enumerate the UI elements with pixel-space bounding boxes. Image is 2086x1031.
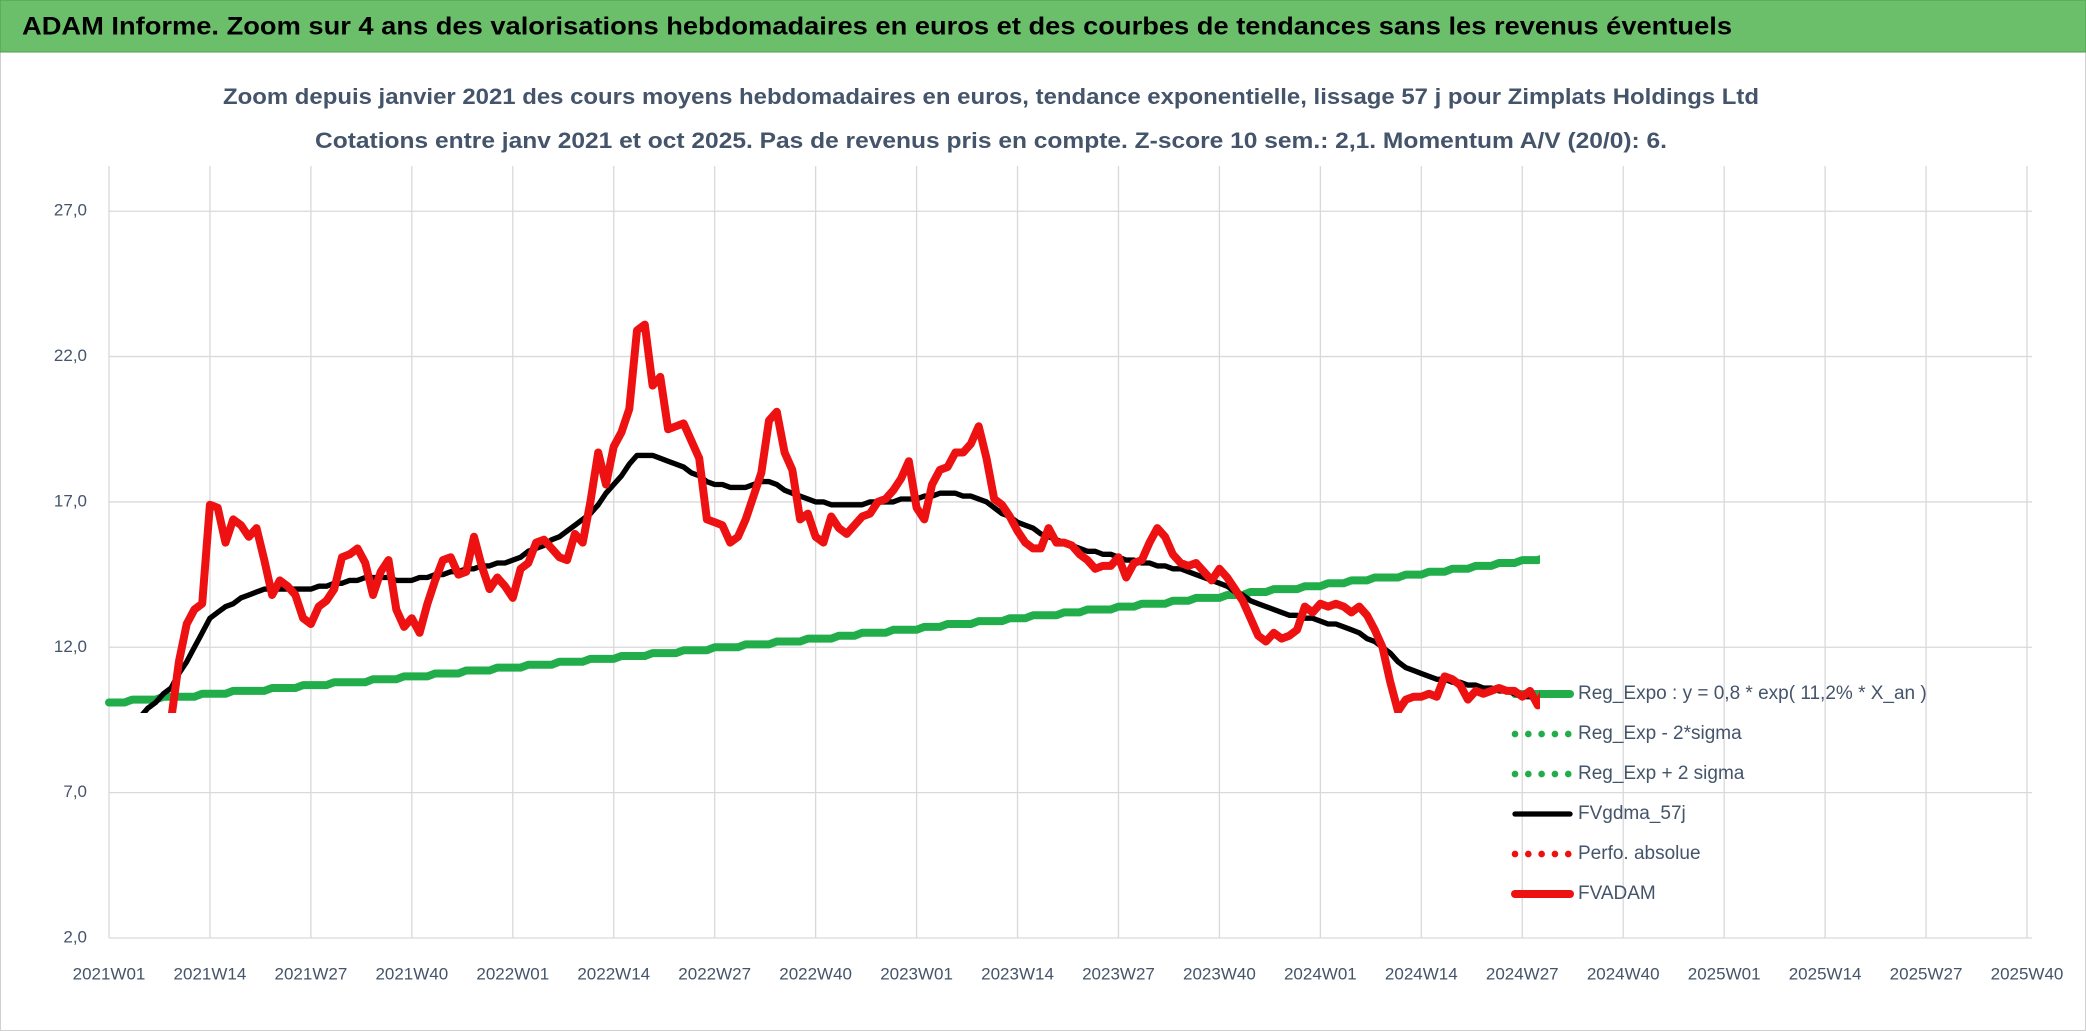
y-tick-label: 17,0	[54, 491, 87, 510]
x-tick-label: 2024W14	[1385, 964, 1458, 983]
x-tick-label: 2025W40	[1991, 964, 2064, 983]
x-tick-label: 2023W14	[981, 964, 1054, 983]
plot-area	[105, 320, 1540, 713]
x-tick-label: 2025W14	[1789, 964, 1862, 983]
series-line	[168, 320, 1540, 713]
x-tick-label: 2025W01	[1688, 964, 1761, 983]
legend-label: FVgdma_57j	[1578, 803, 1686, 824]
x-tick-label: 2025W27	[1890, 964, 1963, 983]
x-tick-label: 2024W01	[1284, 964, 1357, 983]
series-line	[105, 555, 1540, 707]
x-tick-label: 2024W27	[1486, 964, 1559, 983]
x-tick-label: 2023W40	[1183, 964, 1256, 983]
x-tick-label: 2021W14	[174, 964, 247, 983]
legend-label: FVADAM	[1578, 883, 1656, 904]
chart-subtitle: Zoom depuis janvier 2021 des cours moyen…	[223, 84, 1759, 109]
legend-label: Reg_Exp + 2 sigma	[1578, 763, 1745, 784]
chart-subtitle: Cotations entre janv 2021 et oct 2025. P…	[315, 128, 1667, 153]
y-tick-label: 2,0	[63, 927, 87, 946]
x-tick-label: 2024W40	[1587, 964, 1660, 983]
x-tick-label: 2021W01	[73, 964, 146, 983]
legend: Reg_Expo : y = 0,8 * exp( 11,2% * X_an )…	[1511, 683, 1927, 904]
grid: 2,0 7,0 12,0 17,0 22,0 27,0 2021W01 2021W14 2021…	[54, 166, 2063, 983]
title-banner	[0, 0, 2086, 53]
chart-title: ADAM Informe. Zoom sur 4 ans des valoris…	[22, 13, 1732, 41]
y-tick-label: 7,0	[63, 782, 87, 801]
legend-label: Reg_Expo : y = 0,8 * exp( 11,2% * X_an )	[1578, 683, 1927, 704]
y-tick-label: 27,0	[54, 201, 87, 220]
x-tick-label: 2023W27	[1082, 964, 1155, 983]
x-tick-label: 2022W27	[678, 964, 751, 983]
x-tick-label: 2022W01	[476, 964, 549, 983]
y-tick-label: 22,0	[54, 346, 87, 365]
x-tick-label: 2021W27	[275, 964, 348, 983]
x-tick-label: 2021W40	[375, 964, 448, 983]
x-tick-label: 2022W14	[577, 964, 650, 983]
legend-label: Reg_Exp - 2*sigma	[1578, 723, 1742, 744]
y-tick-label: 12,0	[54, 637, 87, 656]
legend-label: Perfo. absolue	[1578, 843, 1701, 864]
x-tick-label: 2023W01	[880, 964, 953, 983]
x-tick-label: 2022W40	[779, 964, 852, 983]
